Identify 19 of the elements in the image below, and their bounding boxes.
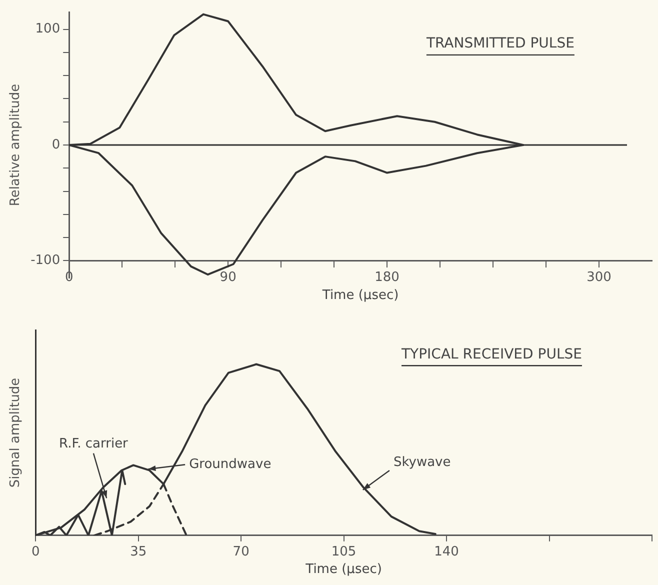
chart-title: TYPICAL RECEIVED PULSE bbox=[400, 346, 582, 362]
annotation: Skywave bbox=[393, 454, 451, 470]
annotation: R.F. carrier bbox=[59, 436, 129, 452]
y-tick-label: 0 bbox=[52, 137, 60, 152]
x-tick-label: 35 bbox=[130, 544, 147, 560]
x-tick-label: 180 bbox=[374, 270, 400, 285]
y-axis-title: Relative amplitude bbox=[8, 84, 24, 206]
x-tick-label: 70 bbox=[232, 544, 250, 560]
y-axis-title: Signal amplitude bbox=[8, 378, 24, 488]
x-axis-title: Time (µsec) bbox=[322, 288, 399, 304]
y-tick-label: -100 bbox=[30, 253, 60, 268]
x-tick-label: 105 bbox=[331, 544, 356, 560]
x-tick-label: 140 bbox=[434, 544, 459, 560]
text: TRANSMITTED PULSE bbox=[425, 36, 574, 52]
x-tick-label: 90 bbox=[220, 270, 236, 285]
annotation: Groundwave bbox=[189, 457, 272, 472]
y-tick-label: 100 bbox=[35, 22, 60, 37]
x-tick-label: 300 bbox=[586, 270, 612, 285]
x-axis-title: Time (µsec) bbox=[306, 562, 382, 578]
